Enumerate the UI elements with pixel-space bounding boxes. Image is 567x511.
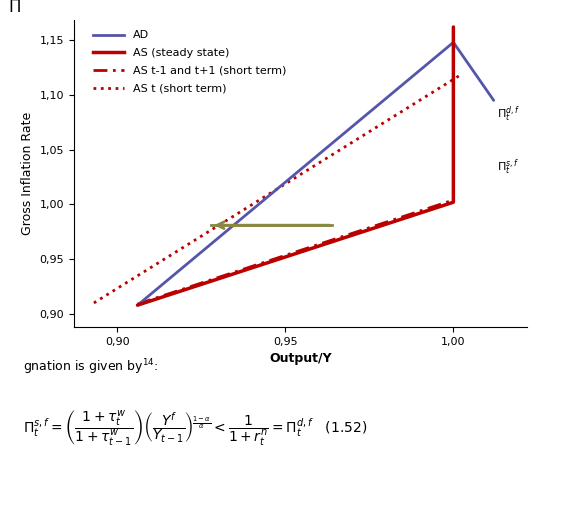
Legend: AD, AS (steady state), AS t-1 and t+1 (short term), AS t (short term): AD, AS (steady state), AS t-1 and t+1 (s… [88,26,291,98]
Text: $\Pi^{s,f}_{t}$: $\Pi^{s,f}_{t}$ [497,158,519,178]
Text: gnation is given by$^{14}$:: gnation is given by$^{14}$: [23,358,158,377]
Text: $\Pi$: $\Pi$ [9,0,21,16]
Text: $\Pi^{d,f}_{t}$: $\Pi^{d,f}_{t}$ [497,105,520,125]
Text: $\Pi_t^{s,f} = \left(\dfrac{1+\tau_t^w}{1+\tau_{t-1}^w}\right)\left(\dfrac{Y^f}{: $\Pi_t^{s,f} = \left(\dfrac{1+\tau_t^w}{… [23,409,367,448]
X-axis label: Output/Y: Output/Y [269,352,332,365]
FancyArrowPatch shape [217,222,329,228]
Y-axis label: Gross Inflation Rate: Gross Inflation Rate [21,112,34,236]
